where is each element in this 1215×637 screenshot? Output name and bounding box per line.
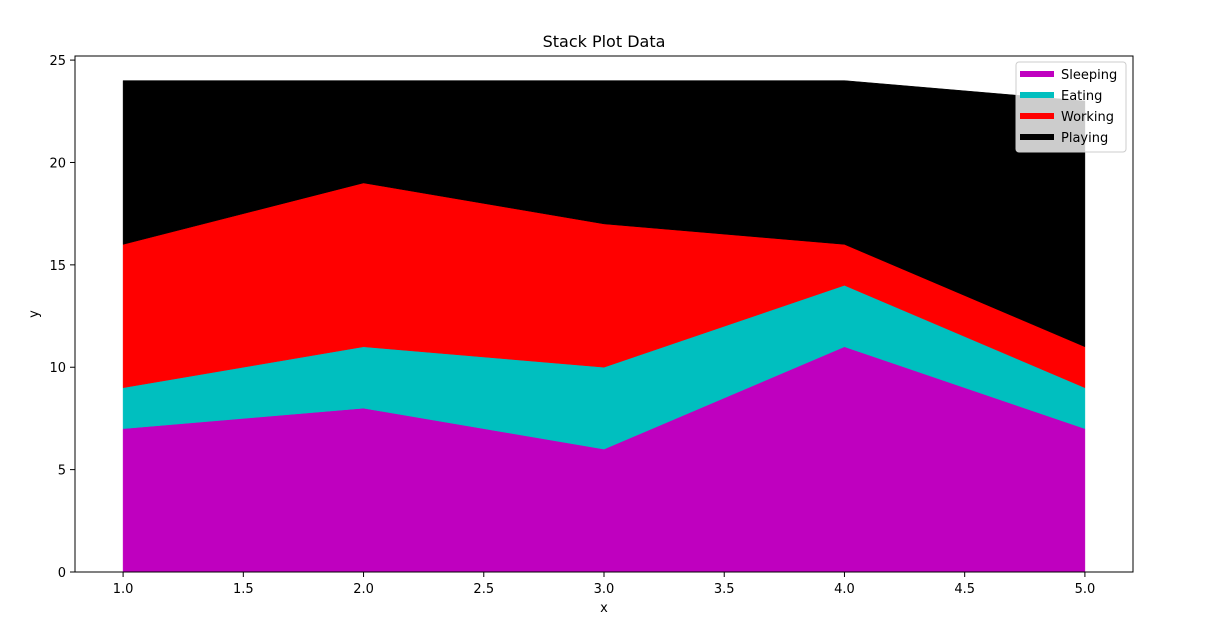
x-tick-label: 1.0 xyxy=(113,582,134,597)
y-tick-label: 10 xyxy=(49,361,66,376)
y-axis-ticks: 0 5 10 15 20 25 xyxy=(49,54,75,581)
x-tick-label: 3.5 xyxy=(714,582,735,597)
x-tick-label: 4.0 xyxy=(834,582,855,597)
x-tick-label: 4.5 xyxy=(954,582,975,597)
x-tick-label: 2.0 xyxy=(353,582,374,597)
chart-title: Stack Plot Data xyxy=(543,32,666,51)
x-axis-ticks: 1.0 1.5 2.0 2.5 3.0 3.5 4.0 4.5 5.0 xyxy=(113,572,1096,597)
x-tick-label: 5.0 xyxy=(1075,582,1096,597)
y-axis-label: y xyxy=(27,310,42,318)
legend: Sleeping Eating Working Playing xyxy=(1015,61,1127,153)
x-tick-label: 1.5 xyxy=(233,582,254,597)
y-tick-label: 5 xyxy=(58,464,66,479)
legend-box xyxy=(1015,61,1127,153)
y-tick-label: 25 xyxy=(49,54,66,69)
stack-areas xyxy=(122,80,1086,573)
y-tick-label: 15 xyxy=(49,259,66,274)
x-axis-label: x xyxy=(600,601,608,616)
x-tick-label: 2.5 xyxy=(473,582,494,597)
legend-label-eating: Eating xyxy=(1061,89,1102,104)
area-playing xyxy=(122,80,1086,348)
x-tick-label: 3.0 xyxy=(594,582,615,597)
legend-label-working: Working xyxy=(1061,110,1114,125)
y-tick-label: 0 xyxy=(58,566,66,581)
legend-label-sleeping: Sleeping xyxy=(1061,68,1117,83)
legend-label-playing: Playing xyxy=(1061,131,1108,146)
y-tick-label: 20 xyxy=(49,156,66,171)
